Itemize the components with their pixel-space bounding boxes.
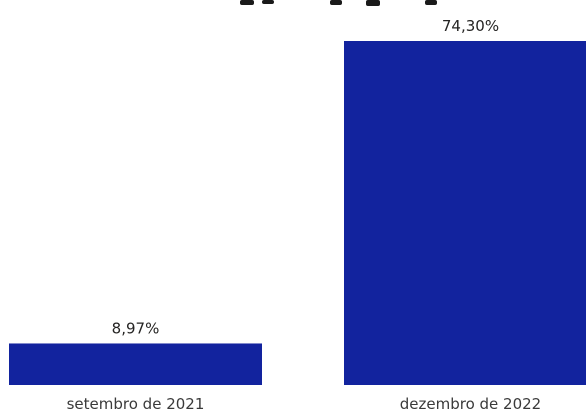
data-label-2: 74,30% (442, 17, 499, 35)
x-tick-label-2: dezembro de 2022 (400, 395, 541, 411)
x-tick-label-1: setembro de 2021 (67, 395, 205, 411)
cropped-title-fragments (240, 0, 437, 6)
bar-2[interactable] (344, 41, 586, 385)
bar-1[interactable] (9, 343, 262, 385)
data-label-1: 8,97% (112, 319, 160, 337)
